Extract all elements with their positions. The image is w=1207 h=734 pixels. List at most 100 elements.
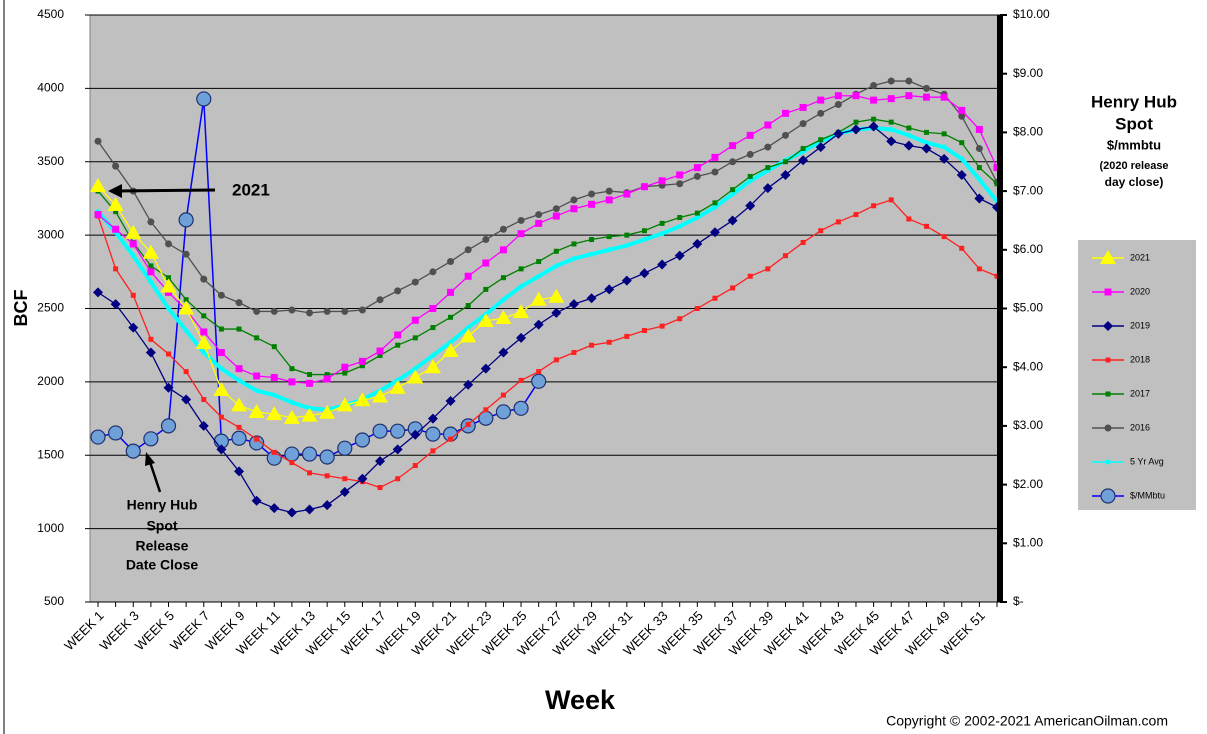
marker [959, 140, 965, 146]
marker [586, 293, 597, 304]
marker [659, 231, 665, 237]
annotation: Date Close [126, 557, 199, 573]
marker [319, 404, 336, 419]
y2-tick-label: $2.00 [1013, 477, 1043, 491]
marker [958, 112, 966, 120]
marker [906, 132, 912, 138]
marker [429, 305, 437, 312]
series-line [97, 199, 998, 489]
marker [906, 216, 912, 222]
marker [764, 143, 772, 151]
marker [447, 288, 455, 296]
legend-marker [1104, 424, 1112, 432]
marker [495, 310, 512, 325]
marker [800, 239, 806, 245]
marker [304, 504, 315, 515]
annotation: Spot [146, 518, 177, 534]
marker [939, 153, 950, 164]
marker [922, 93, 930, 101]
marker [342, 476, 348, 482]
marker [888, 197, 894, 203]
marker [110, 299, 121, 310]
marker [903, 140, 914, 151]
marker [871, 116, 877, 122]
marker [623, 190, 631, 198]
annotation-arrow-head [145, 452, 155, 466]
marker [568, 299, 579, 310]
marker [868, 121, 879, 132]
marker [922, 84, 930, 92]
marker [342, 370, 348, 376]
marker [870, 96, 878, 104]
marker [834, 101, 842, 109]
marker [183, 369, 189, 375]
marker [923, 129, 929, 135]
marker [128, 322, 139, 333]
marker [781, 131, 789, 139]
marker [448, 436, 454, 442]
marker [375, 456, 386, 467]
y2-tick-label: $10.00 [1013, 7, 1050, 21]
marker [800, 146, 806, 152]
copyright: Copyright © 2002-2021 AmericanOilman.com [886, 713, 1168, 729]
marker [253, 372, 261, 380]
marker [147, 218, 155, 226]
marker [307, 372, 313, 378]
marker [125, 443, 141, 459]
marker [729, 142, 737, 150]
marker [376, 347, 384, 355]
marker [337, 440, 353, 456]
y2-tick-label: $4.00 [1013, 359, 1043, 373]
marker [201, 396, 207, 402]
marker [125, 224, 142, 239]
marker [218, 414, 224, 420]
marker [888, 119, 894, 125]
marker [372, 388, 389, 403]
marker [145, 347, 156, 358]
marker [142, 244, 159, 259]
legend-box [1078, 240, 1196, 510]
marker [589, 342, 595, 348]
marker [676, 171, 684, 179]
y2-tick-label: $8.00 [1013, 125, 1043, 139]
marker [236, 424, 242, 430]
marker [148, 263, 154, 269]
marker [500, 275, 506, 281]
marker [445, 395, 456, 406]
marker [429, 268, 437, 276]
marker [941, 144, 947, 150]
marker [266, 406, 283, 421]
legend-label: 2016 [1130, 422, 1150, 432]
marker [571, 256, 577, 262]
annotation-arrow [117, 188, 216, 193]
marker [887, 77, 895, 85]
y-tick-label: 2000 [37, 374, 64, 388]
y-tick-label: 3500 [37, 154, 64, 168]
marker [606, 234, 612, 240]
marker [324, 473, 330, 479]
marker [390, 423, 406, 439]
marker [324, 372, 330, 378]
marker [447, 258, 455, 266]
marker [958, 106, 966, 114]
marker [394, 331, 402, 339]
marker [251, 495, 262, 506]
marker [727, 215, 738, 226]
marker [853, 119, 859, 125]
y-tick-label: 1000 [37, 521, 64, 535]
y-axis-title: BCF [11, 290, 31, 327]
marker [853, 212, 859, 218]
marker [888, 126, 894, 132]
legend-label: 2020 [1130, 286, 1150, 296]
marker [284, 446, 300, 462]
marker [747, 178, 753, 184]
marker [236, 377, 242, 383]
series-line [97, 125, 998, 514]
marker [552, 205, 560, 213]
marker [798, 155, 809, 166]
marker [589, 251, 595, 257]
marker [976, 266, 982, 272]
marker [424, 359, 441, 374]
marker [905, 77, 913, 85]
marker [530, 291, 547, 306]
